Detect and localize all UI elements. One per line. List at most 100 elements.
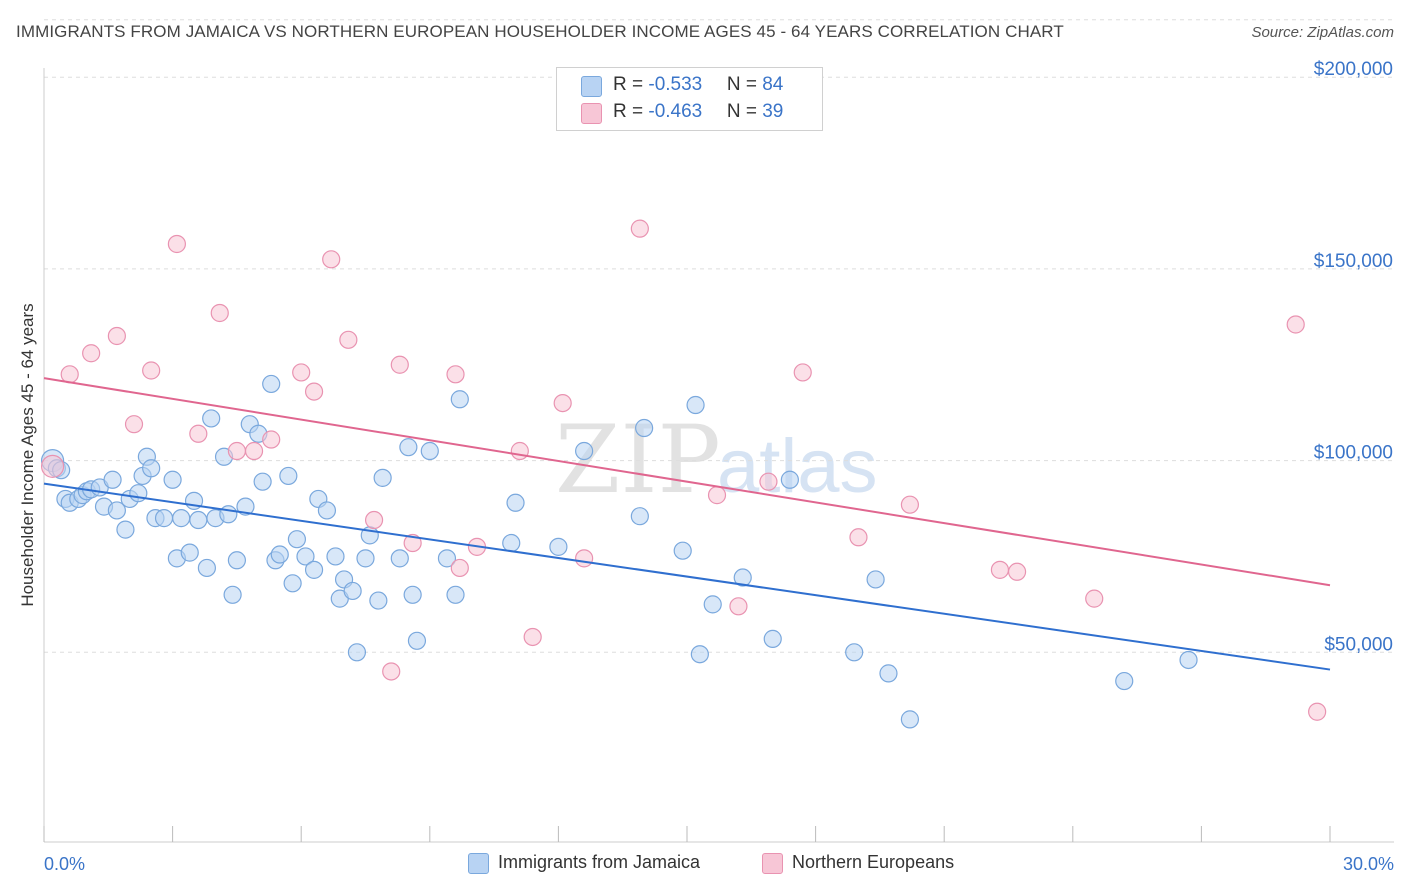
y-tick-labels: $50,000 $100,000 $150,000 $200,000 [1314, 59, 1393, 655]
data-point [399, 438, 418, 457]
data-point [107, 326, 126, 346]
y-tick-label: $200,000 [1314, 59, 1393, 80]
data-point [197, 558, 216, 578]
data-point [373, 468, 392, 487]
data-point [343, 581, 362, 601]
data-point [673, 541, 692, 560]
data-point [450, 558, 469, 578]
data-point [262, 430, 281, 449]
data-point [990, 560, 1010, 579]
legend-r-value: -0.463 [648, 101, 703, 122]
data-point [686, 395, 705, 415]
data-point [322, 250, 341, 269]
legend-label-jamaica: Immigrants from Jamaica [498, 852, 701, 872]
data-point [506, 493, 525, 512]
data-point [163, 470, 182, 489]
data-point [390, 549, 409, 568]
legend-swatch-blue [581, 76, 602, 97]
trend-line [43, 377, 1331, 587]
legend-n-value: 39 [762, 101, 784, 122]
data-point [244, 441, 264, 461]
data-point [866, 570, 885, 589]
data-point [553, 393, 572, 413]
data-point [1179, 650, 1198, 670]
data-point [630, 219, 649, 238]
data-point [575, 549, 594, 568]
data-point [270, 545, 289, 564]
data-point [296, 547, 315, 566]
data-point [780, 470, 799, 489]
data-point [142, 459, 161, 478]
data-point [900, 495, 920, 514]
data-point [116, 520, 135, 539]
watermark-atlas: atlas [717, 424, 878, 509]
data-point [403, 533, 422, 553]
legend-r-label: R = [613, 101, 649, 122]
data-point [390, 355, 409, 374]
data-point [1007, 562, 1027, 581]
data-point [356, 549, 375, 568]
data-point [227, 551, 246, 570]
data-point [167, 234, 186, 254]
data-point [1085, 589, 1104, 608]
data-point [729, 597, 748, 616]
data-point [129, 484, 148, 503]
data-point [262, 374, 281, 394]
data-point [347, 643, 367, 662]
legend-swatch-blue [468, 853, 489, 874]
legend-swatch-pink [581, 103, 602, 124]
y-tick-label: $150,000 [1314, 251, 1393, 272]
data-point [172, 509, 191, 528]
data-point [326, 547, 345, 566]
y-tick-label: $50,000 [1324, 634, 1393, 655]
data-point [575, 441, 594, 461]
data-point [124, 415, 144, 434]
data-point [1115, 671, 1134, 691]
data-point [253, 472, 272, 491]
legend-n-value: 84 [762, 74, 784, 95]
data-point [189, 424, 208, 443]
data-point [223, 585, 242, 604]
data-point [202, 409, 221, 428]
data-point [227, 441, 246, 461]
data-point [210, 303, 229, 323]
data-point [219, 505, 238, 524]
data-point [510, 441, 529, 461]
data-point [502, 533, 521, 553]
data-point [793, 363, 812, 382]
x-tick-label-min: 0.0% [44, 854, 85, 874]
data-point [849, 528, 868, 547]
data-point [103, 470, 122, 489]
data-point [690, 645, 709, 664]
data-point [304, 382, 324, 401]
data-point [523, 627, 542, 647]
legend-n-label: N = [726, 101, 763, 122]
data-point [1308, 702, 1327, 721]
data-point [403, 585, 422, 604]
data-point [339, 330, 358, 349]
data-point [283, 574, 302, 593]
data-point [703, 595, 722, 614]
data-point [287, 530, 307, 549]
data-point [879, 664, 898, 683]
data-point [630, 507, 649, 526]
data-point [420, 441, 439, 461]
data-point [446, 365, 465, 384]
data-point [437, 549, 457, 568]
data-point [189, 510, 208, 530]
legend-label-northern-europeans: Northern Europeans [792, 852, 955, 872]
legend-n-label: N = [726, 74, 763, 95]
trend-lines [43, 377, 1331, 671]
data-point [154, 509, 174, 528]
data-point [733, 568, 752, 587]
data-point [142, 361, 161, 380]
data-point [60, 365, 79, 384]
trend-line [43, 482, 1331, 671]
data-point [279, 466, 298, 486]
data-point [180, 543, 199, 562]
data-point [549, 537, 568, 556]
legend-r-label: R = [613, 74, 649, 95]
source-label: Source: ZipAtlas.com [1251, 24, 1394, 41]
data-point [1286, 315, 1305, 334]
